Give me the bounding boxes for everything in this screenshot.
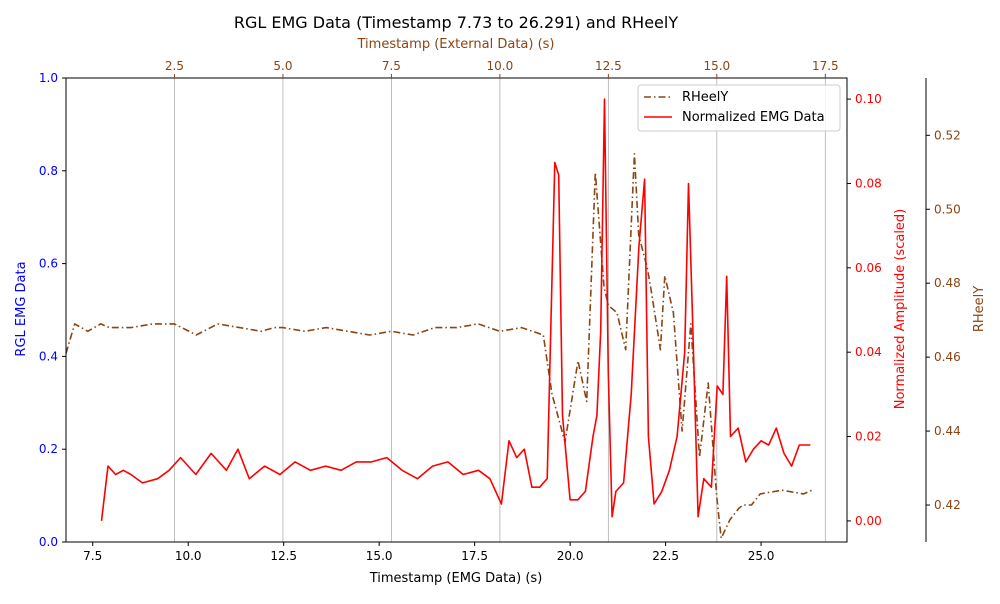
y-left-tick-label: 0.2 bbox=[39, 442, 58, 456]
legend: RHeelY Normalized EMG Data bbox=[637, 84, 841, 132]
x2-tick-label: 10.0 bbox=[487, 59, 514, 73]
y-inner-tick-label: 0.08 bbox=[855, 176, 882, 190]
plot-frame bbox=[65, 77, 848, 543]
emg-line bbox=[100, 98, 811, 521]
x-tick-label: 17.5 bbox=[461, 549, 488, 563]
x-axis-title: Timestamp (EMG Data) (s) bbox=[369, 571, 543, 586]
x2-tick-label: 17.5 bbox=[812, 59, 839, 73]
x-tick-label: 25.0 bbox=[748, 549, 775, 563]
y-left-tick-label: 0.6 bbox=[39, 257, 58, 271]
x-tick-label: 10.0 bbox=[175, 549, 202, 563]
y-inner-tick-label: 0.04 bbox=[855, 345, 882, 359]
series-layer bbox=[65, 98, 813, 540]
y-inner-axis-title: Normalized Amplitude (scaled) bbox=[893, 209, 908, 410]
legend-label: Normalized EMG Data bbox=[682, 110, 825, 125]
x-tick-label: 7.5 bbox=[83, 549, 102, 563]
x2-tick-label: 15.0 bbox=[703, 59, 730, 73]
x2-tick-label: 5.0 bbox=[273, 59, 292, 73]
y-left-axis-title: RGL EMG Data bbox=[14, 261, 29, 356]
y-outer-axis-title: RHeelY bbox=[972, 286, 987, 332]
chart-title: RGL EMG Data (Timestamp 7.73 to 26.291) … bbox=[234, 13, 678, 32]
y-outer-tick-label: 0.52 bbox=[934, 128, 961, 142]
x-tick-label: 12.5 bbox=[270, 549, 297, 563]
y-outer-tick-label: 0.46 bbox=[934, 350, 961, 364]
y-outer-tick-label: 0.48 bbox=[934, 276, 961, 290]
x-tick-label: 22.5 bbox=[652, 549, 679, 563]
y-inner-tick-label: 0.10 bbox=[855, 92, 882, 106]
legend-box bbox=[637, 84, 841, 132]
y-outer-tick-label: 0.50 bbox=[934, 202, 961, 216]
y-left-tick-label: 0.8 bbox=[39, 164, 58, 178]
y-inner-tick-label: 0.06 bbox=[855, 261, 882, 275]
y-inner-tick-label: 0.00 bbox=[855, 514, 882, 528]
y-inner-tick-label: 0.02 bbox=[855, 430, 882, 444]
y-outer-tick-label: 0.42 bbox=[934, 498, 961, 512]
x2-tick-label: 7.5 bbox=[382, 59, 401, 73]
x-tick-label: 15.0 bbox=[366, 549, 393, 563]
legend-label: RHeelY bbox=[682, 90, 728, 105]
y-left-tick-label: 1.0 bbox=[39, 71, 58, 85]
y-left-tick-label: 0.0 bbox=[39, 535, 58, 549]
x2-axis-title: Timestamp (External Data) (s) bbox=[357, 37, 555, 52]
x-tick-label: 20.0 bbox=[557, 549, 584, 563]
axes-layer: 7.5 10.0 12.5 15.0 17.5 20.0 22.5 25.0 2.5 5.0 7.5… bbox=[39, 59, 961, 563]
x2-tick-label: 12.5 bbox=[595, 59, 622, 73]
y-left-tick-label: 0.4 bbox=[39, 349, 58, 363]
y-outer-tick-label: 0.44 bbox=[934, 424, 961, 438]
x2-tick-label: 2.5 bbox=[165, 59, 184, 73]
grid-lines bbox=[174, 78, 826, 542]
rheely-line bbox=[65, 153, 813, 540]
